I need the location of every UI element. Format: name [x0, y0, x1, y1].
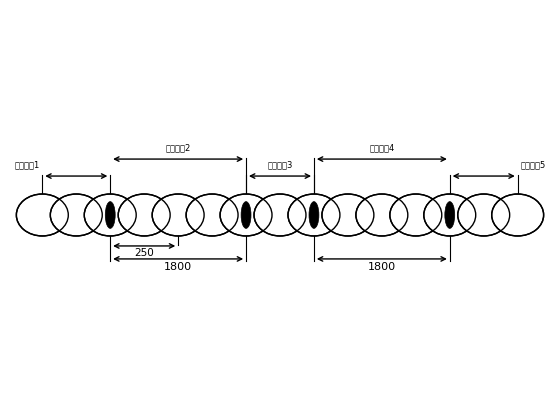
Ellipse shape [186, 194, 238, 236]
Ellipse shape [254, 194, 306, 236]
Text: 1800: 1800 [164, 262, 192, 272]
Ellipse shape [152, 194, 204, 236]
Ellipse shape [322, 194, 374, 236]
Ellipse shape [50, 194, 102, 236]
Text: 施工顺厖3: 施工顺厖3 [267, 160, 293, 169]
Text: 施工顺列5: 施工顺列5 [520, 160, 545, 169]
Ellipse shape [16, 194, 68, 236]
Ellipse shape [220, 194, 272, 236]
Ellipse shape [458, 194, 510, 236]
Ellipse shape [84, 194, 136, 236]
Ellipse shape [105, 202, 115, 228]
Text: 施工顺列2: 施工顺列2 [166, 143, 191, 152]
Text: 施工顺列4: 施工顺列4 [369, 143, 394, 152]
Text: 施工顺列1: 施工顺列1 [15, 160, 40, 169]
Ellipse shape [118, 194, 170, 236]
Ellipse shape [309, 202, 319, 228]
Ellipse shape [390, 194, 442, 236]
Text: 250: 250 [134, 248, 154, 258]
Ellipse shape [445, 202, 455, 228]
Ellipse shape [492, 194, 544, 236]
Text: 1800: 1800 [368, 262, 396, 272]
Ellipse shape [241, 202, 251, 228]
Ellipse shape [424, 194, 476, 236]
Ellipse shape [356, 194, 408, 236]
Ellipse shape [288, 194, 340, 236]
